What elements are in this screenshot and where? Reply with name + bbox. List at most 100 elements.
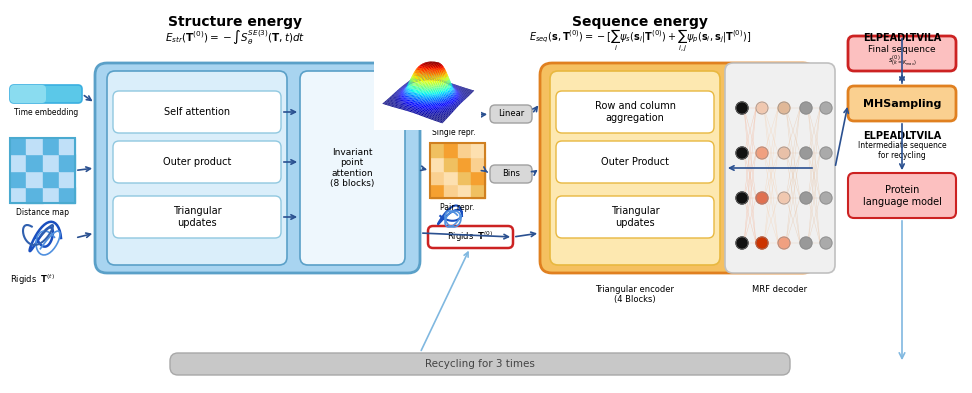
Text: Recycling for 3 times: Recycling for 3 times: [425, 359, 535, 369]
Circle shape: [778, 102, 790, 114]
Circle shape: [820, 237, 832, 249]
Bar: [430, 143, 444, 157]
Bar: [471, 157, 485, 171]
Bar: [430, 157, 444, 171]
Circle shape: [736, 237, 748, 249]
Text: ELPEADLTVILA: ELPEADLTVILA: [863, 131, 941, 141]
Bar: [58, 138, 75, 154]
Bar: [43, 171, 58, 187]
Text: Single repr.: Single repr.: [433, 128, 475, 137]
Text: Outer Product: Outer Product: [601, 157, 669, 167]
Text: MRF decoder: MRF decoder: [752, 285, 808, 294]
Text: Triangular
updates: Triangular updates: [173, 206, 222, 228]
Text: MHSampling: MHSampling: [863, 99, 941, 109]
Bar: [471, 143, 485, 157]
FancyBboxPatch shape: [107, 71, 287, 265]
Bar: [26, 138, 43, 154]
FancyBboxPatch shape: [113, 91, 281, 133]
FancyBboxPatch shape: [490, 165, 532, 183]
Text: $s^{(0)}_{(k=K_{max})}$: $s^{(0)}_{(k=K_{max})}$: [887, 53, 917, 68]
Circle shape: [736, 147, 748, 159]
Bar: [444, 171, 458, 184]
Bar: [10, 187, 26, 203]
Bar: [430, 171, 444, 184]
Circle shape: [736, 192, 748, 204]
FancyBboxPatch shape: [550, 71, 720, 265]
Circle shape: [800, 147, 812, 159]
Circle shape: [756, 147, 768, 159]
Circle shape: [756, 102, 768, 114]
Text: Rigids  $\mathbf{T}^{(t)}$: Rigids $\mathbf{T}^{(t)}$: [10, 273, 55, 287]
FancyBboxPatch shape: [10, 85, 46, 103]
Bar: [26, 187, 43, 203]
Bar: [43, 187, 58, 203]
Circle shape: [820, 192, 832, 204]
FancyBboxPatch shape: [556, 91, 714, 133]
Circle shape: [778, 147, 790, 159]
FancyBboxPatch shape: [490, 105, 532, 123]
FancyBboxPatch shape: [556, 196, 714, 238]
Text: Rigids  $\mathbf{T}^{(0)}$: Rigids $\mathbf{T}^{(0)}$: [447, 230, 493, 244]
Text: $E_{seq}(\mathbf{s},\mathbf{T}^{(0)}) = -[\sum_i \psi_s(\mathbf{s}_i|\mathbf{T}^: $E_{seq}(\mathbf{s},\mathbf{T}^{(0)}) = …: [529, 28, 751, 54]
Bar: [458, 157, 471, 171]
FancyBboxPatch shape: [540, 63, 815, 273]
Circle shape: [820, 147, 832, 159]
Bar: [26, 171, 43, 187]
Text: Structure energy: Structure energy: [168, 15, 302, 29]
Bar: [26, 154, 43, 171]
Circle shape: [820, 102, 832, 114]
Circle shape: [800, 237, 812, 249]
Bar: [43, 138, 58, 154]
FancyBboxPatch shape: [10, 85, 82, 103]
Bar: [10, 171, 26, 187]
Bar: [430, 184, 444, 198]
FancyBboxPatch shape: [848, 36, 956, 71]
Circle shape: [756, 192, 768, 204]
Text: for recycling: for recycling: [878, 151, 926, 160]
Circle shape: [800, 192, 812, 204]
Text: Sequence energy: Sequence energy: [573, 15, 708, 29]
Bar: [471, 171, 485, 184]
Bar: [430, 143, 485, 198]
Circle shape: [756, 237, 768, 249]
Text: Outer product: Outer product: [163, 157, 231, 167]
FancyBboxPatch shape: [113, 141, 281, 183]
Text: Linear: Linear: [498, 110, 524, 119]
FancyBboxPatch shape: [300, 71, 405, 265]
FancyBboxPatch shape: [170, 353, 790, 375]
Bar: [58, 154, 75, 171]
FancyBboxPatch shape: [430, 107, 478, 123]
Bar: [458, 143, 471, 157]
Circle shape: [800, 102, 812, 114]
Text: Bins: Bins: [502, 169, 520, 178]
Bar: [458, 184, 471, 198]
Text: ELPEADLTVILA: ELPEADLTVILA: [863, 33, 941, 43]
Bar: [471, 184, 485, 198]
FancyBboxPatch shape: [848, 173, 956, 218]
Bar: [10, 138, 75, 203]
Bar: [444, 157, 458, 171]
Circle shape: [778, 237, 790, 249]
Bar: [10, 138, 26, 154]
FancyBboxPatch shape: [430, 107, 454, 123]
Text: Protein
language model: Protein language model: [862, 185, 942, 207]
Text: Intermediate sequence: Intermediate sequence: [857, 141, 947, 150]
Bar: [58, 187, 75, 203]
Circle shape: [778, 192, 790, 204]
Text: Distance map: Distance map: [16, 208, 69, 217]
FancyBboxPatch shape: [113, 196, 281, 238]
Text: Pair repr.: Pair repr.: [440, 203, 474, 212]
Text: Self attention: Self attention: [164, 107, 230, 117]
Text: Row and column
aggregation: Row and column aggregation: [595, 101, 676, 123]
Text: Triangular encoder
(4 Blocks): Triangular encoder (4 Blocks): [596, 285, 675, 305]
Text: Triangular
updates: Triangular updates: [610, 206, 659, 228]
FancyBboxPatch shape: [95, 63, 420, 273]
Text: Final sequence: Final sequence: [868, 44, 936, 53]
Bar: [58, 171, 75, 187]
Bar: [10, 154, 26, 171]
FancyBboxPatch shape: [428, 226, 513, 248]
Bar: [43, 154, 58, 171]
Circle shape: [736, 102, 748, 114]
Text: Time embedding: Time embedding: [14, 108, 78, 117]
FancyBboxPatch shape: [848, 86, 956, 121]
